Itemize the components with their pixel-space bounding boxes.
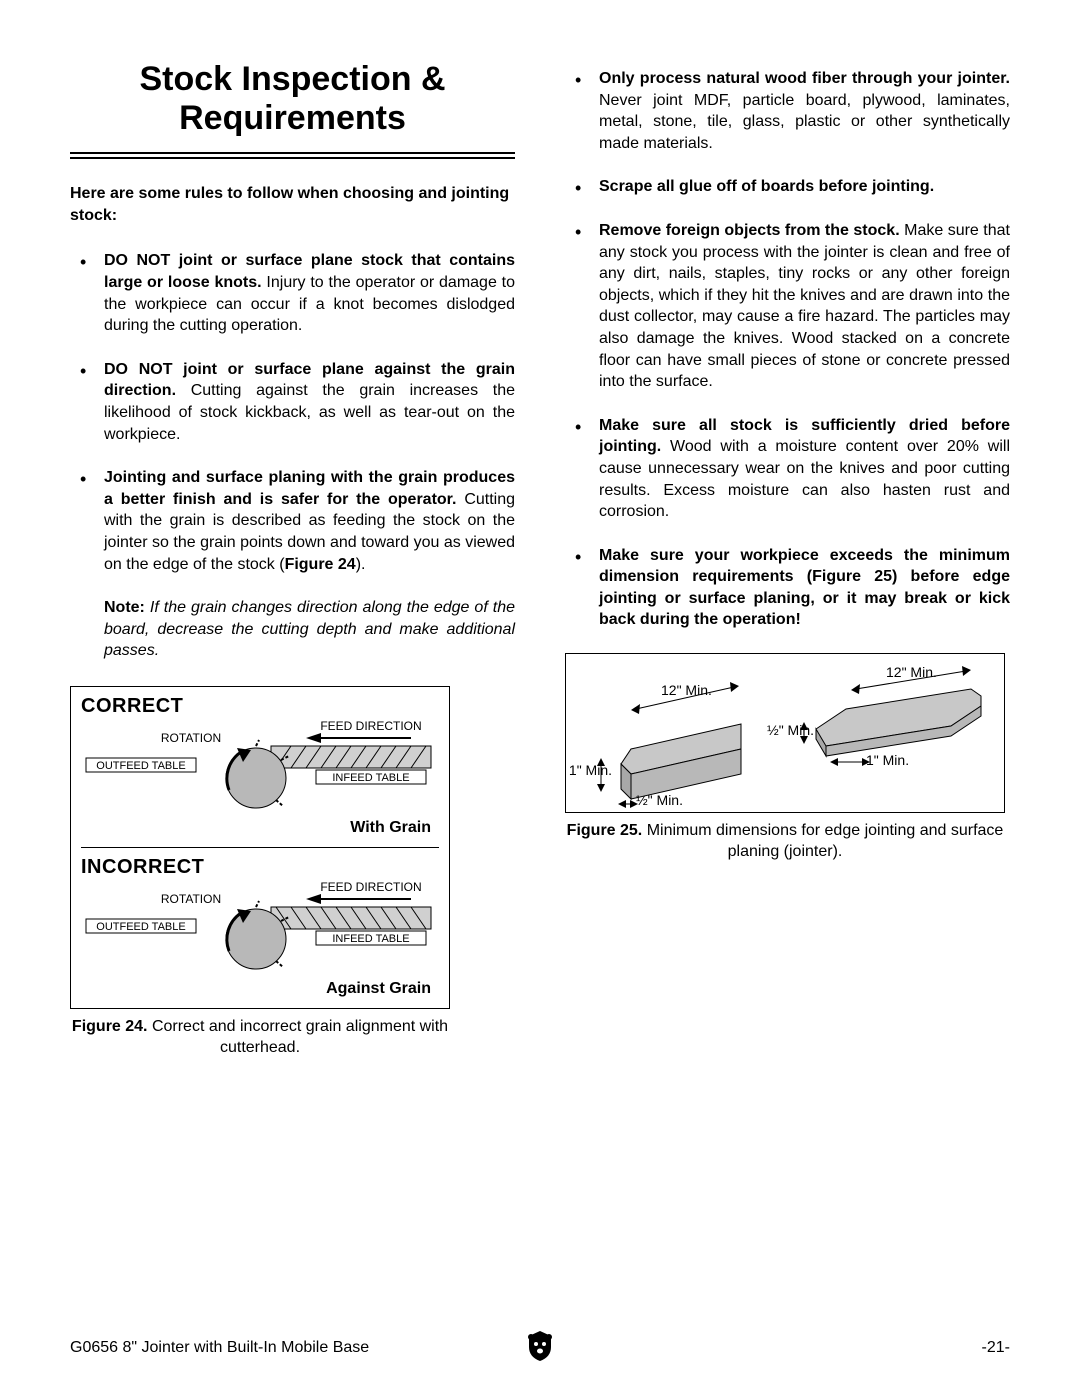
dim-half-right: ½" Min. (764, 722, 814, 738)
right-bullet-4: Make sure all stock is sufficiently drie… (565, 415, 1010, 523)
figure-24-box: CORRECT FEED DIRECTION (70, 686, 450, 1009)
figure-25-box: 12" Min. 12" Min. 1" Min. ½" Min. ½" Min… (565, 653, 1005, 813)
bullet-rest: Make sure that any stock you process wit… (599, 222, 1010, 390)
figure-24-correct-panel: CORRECT FEED DIRECTION (71, 687, 449, 847)
bullet-bold: Jointing and surface planing with the gr… (104, 469, 515, 508)
caption-lead: Figure 25. (567, 822, 643, 839)
infeed-label: INFEED TABLE (332, 772, 409, 784)
left-bullet-list: DO NOT joint or surface plane stock that… (70, 250, 515, 575)
caption-rest: Correct and incorrect grain alignment wi… (148, 1018, 449, 1056)
bullet-bold: Make sure your workpiece exceeds the min… (599, 547, 1010, 629)
figure-25-caption: Figure 25. Minimum dimensions for edge j… (565, 821, 1005, 863)
bullet-bold: Scrape all glue off of boards before joi… (599, 178, 934, 195)
rotation-label: ROTATION (161, 892, 221, 906)
caption-rest: Minimum dimensions for edge jointing and… (642, 822, 1003, 860)
footer-right: -21- (982, 1339, 1010, 1357)
bullet-bold: Remove foreign objects from the stock. (599, 222, 900, 239)
outfeed-label: OUTFEED TABLE (96, 760, 185, 772)
figure-24-incorrect-panel: INCORRECT FEED DIRECTION ROTATION (71, 848, 449, 1008)
correct-diagram: FEED DIRECTION ROTATION (81, 718, 439, 810)
bullet-rest: Never joint MDF, particle board, plywood… (599, 92, 1010, 152)
note-lead: Note: (104, 599, 145, 616)
against-grain-label: Against Grain (81, 980, 439, 998)
left-bullet-1: DO NOT joint or surface plane stock that… (70, 250, 515, 336)
bullet-bold: Only process natural wood fiber through … (599, 70, 1010, 87)
outfeed-label: OUTFEED TABLE (96, 921, 185, 933)
note-body: If the grain changes direction along the… (104, 599, 515, 659)
intro-text: Here are some rules to follow when choos… (70, 183, 515, 226)
dim-12-left: 12" Min. (661, 682, 712, 698)
right-bullet-3: Remove foreign objects from the stock. M… (565, 220, 1010, 393)
infeed-label: INFEED TABLE (332, 933, 409, 945)
note-paragraph: Note: If the grain changes direction alo… (70, 597, 515, 662)
figure-ref: Figure 24 (285, 556, 356, 573)
dim-1-right: 1" Min. (866, 752, 909, 768)
feed-label: FEED DIRECTION (320, 719, 421, 733)
page-footer: G0656 8" Jointer with Built-In Mobile Ba… (70, 1339, 1010, 1357)
heading-rule-2 (70, 157, 515, 159)
bullet-after: ). (356, 556, 366, 573)
dim-12-right: 12" Min. (886, 664, 937, 680)
with-grain-label: With Grain (81, 819, 439, 837)
right-bullet-list: Only process natural wood fiber through … (565, 68, 1010, 631)
footer-left: G0656 8" Jointer with Built-In Mobile Ba… (70, 1339, 369, 1357)
correct-label: CORRECT (81, 695, 439, 718)
page-title: Stock Inspection & Requirements (70, 60, 515, 138)
bullet-rest: Wood with a moisture content over 20% wi… (599, 438, 1010, 520)
left-bullet-3: Jointing and surface planing with the gr… (70, 467, 515, 575)
left-bullet-2: DO NOT joint or surface plane against th… (70, 359, 515, 445)
figure-24-caption: Figure 24. Correct and incorrect grain a… (70, 1017, 450, 1059)
incorrect-diagram: FEED DIRECTION ROTATION OUTFEED TABLE (81, 879, 439, 971)
dim-1-left: 1" Min. (568, 762, 612, 778)
right-column: Only process natural wood fiber through … (565, 60, 1010, 1058)
dim-half-left: ½" Min. (636, 792, 683, 808)
feed-label: FEED DIRECTION (320, 880, 421, 894)
right-bullet-2: Scrape all glue off of boards before joi… (565, 176, 1010, 198)
left-column: Stock Inspection & Requirements Here are… (70, 60, 515, 1058)
right-bullet-1: Only process natural wood fiber through … (565, 68, 1010, 154)
incorrect-label: INCORRECT (81, 856, 439, 879)
rotation-label: ROTATION (161, 731, 221, 745)
footer-logo-icon (525, 1329, 555, 1368)
heading-rule-1 (70, 152, 515, 154)
caption-lead: Figure 24. (72, 1018, 148, 1035)
right-bullet-5: Make sure your workpiece exceeds the min… (565, 545, 1010, 631)
